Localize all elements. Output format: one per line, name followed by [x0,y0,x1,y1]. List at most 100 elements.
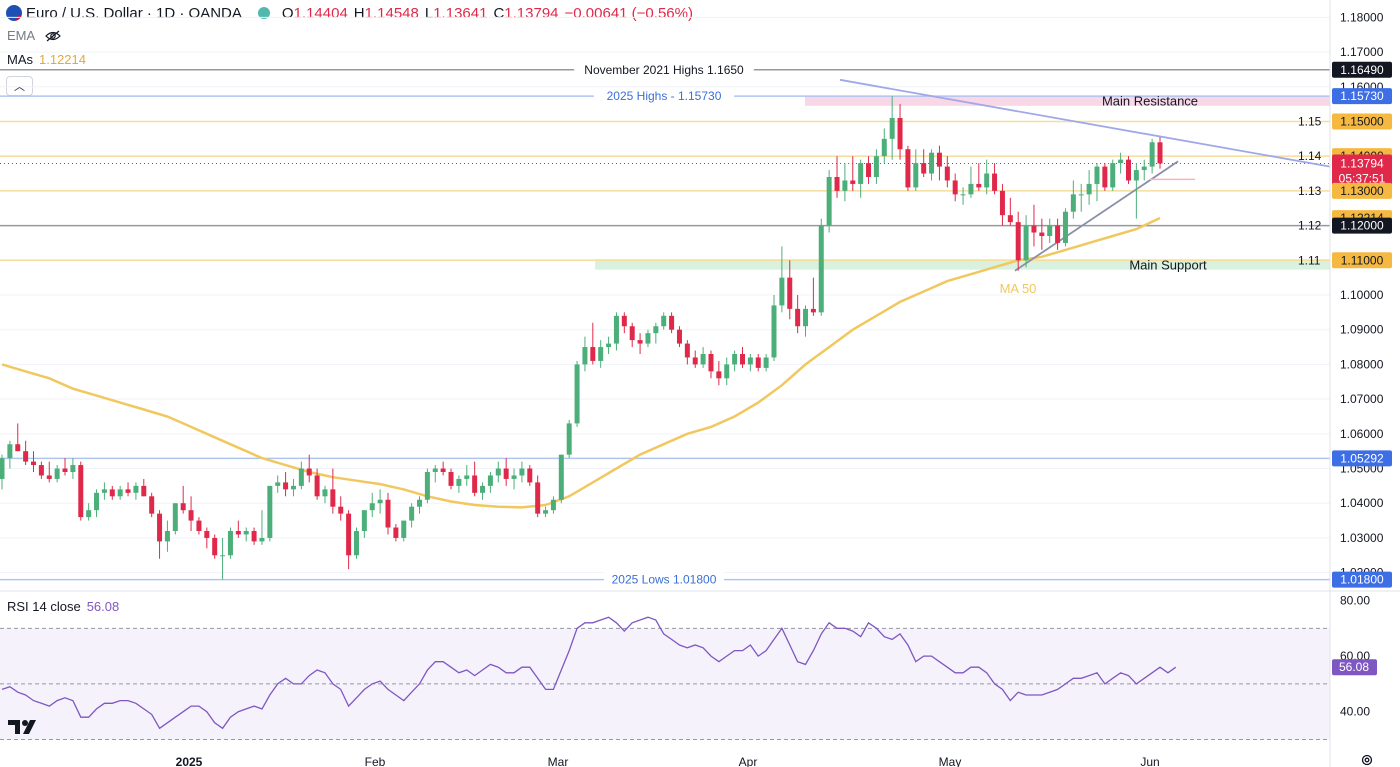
candle-body [361,510,367,531]
candle-body [101,489,107,493]
candle-body [164,531,170,542]
candle-body [220,555,226,557]
price-tick-label: 1.18000 [1340,10,1384,24]
support-zone [595,259,1330,270]
price-tick-label: 1.07000 [1340,392,1384,406]
time-tick-label: 2025 [176,755,203,767]
round-level-label: 1.14 [1298,149,1322,163]
price-tick-label: 1.06000 [1340,427,1384,441]
tag-1-15-bg[interactable] [1332,113,1392,130]
candle-body [755,357,761,368]
candle-body [1110,163,1116,188]
candle-body [38,465,44,476]
candle-body [31,461,37,466]
candle-body [54,468,60,479]
candle-body [1086,183,1092,195]
mas-indicator[interactable]: MAs 1.12214 [7,52,86,67]
candle-body [732,354,738,365]
hidden-eye-icon[interactable] [45,30,62,42]
candle-body [905,149,911,188]
tag-nov-2021-highs: 1.16490 [1340,63,1384,77]
tag-1-13-bg[interactable] [1332,182,1392,199]
candle-body [692,357,698,365]
candle-body [306,468,312,476]
candle-body [330,489,336,507]
candle-body [1118,159,1124,164]
resistance-zone [805,96,1330,106]
tag-1-05292-bg[interactable] [1332,450,1392,467]
tag-countdown: 05:37:51 [1339,171,1386,185]
candle-body [46,475,52,479]
candle-body [866,163,872,177]
rsi-tick-label: 80.00 [1340,594,1370,608]
candle-body [795,308,801,327]
time-tick-label: Apr [739,755,758,767]
candle-body [157,513,163,542]
rsi-line [1,616,1177,730]
candle-body [1062,211,1068,243]
candle-body [771,305,777,358]
tradingview-logo-icon [8,720,36,734]
candle-body [369,503,375,511]
rsi-value: 56.08 [86,599,120,614]
candle-body [259,537,265,542]
candle-body [117,489,123,497]
ema-indicator[interactable]: EMA [7,28,62,43]
tag-rsi-bg[interactable] [1332,659,1377,676]
close-label: C [493,4,505,22]
price-tick-label: 1.09000 [1340,323,1384,337]
candle-body [314,475,320,497]
candle-body [621,315,627,327]
round-level-label: 1.15 [1298,114,1322,128]
candle-body [984,173,990,188]
candle-body [0,458,5,479]
rsi-indicator[interactable]: RSI 14 close 56.08 [7,599,119,614]
candle-body [669,315,675,330]
candle-body [566,423,572,455]
candle-body [1157,142,1163,164]
candle-body [338,506,344,514]
candle-body [613,315,619,344]
candle-body [267,485,273,538]
tag-1-12: 1.12000 [1340,219,1384,233]
tag-1-11: 1.11000 [1341,253,1384,267]
tag-1-11-bg[interactable] [1332,252,1392,269]
candle-body [227,531,233,556]
2025-highs-label: 2025 Highs - 1.15730 [607,89,722,103]
tag-2025-highs-bg[interactable] [1332,88,1392,105]
settings-gear-icon[interactable] [1360,753,1374,767]
main-support-label: Main Support [1129,257,1207,272]
tag-1-13: 1.13000 [1340,184,1384,198]
resistance-trendline [839,78,1331,168]
candle-body [527,468,533,483]
candle-body [125,489,131,493]
candle-body [818,225,824,313]
candle-body [495,468,501,476]
nov-2021-highs-label-bg [574,61,754,78]
candle-body [936,152,942,167]
open-label: O [281,4,294,22]
tag-nov-2021-highs-bg[interactable] [1332,61,1392,78]
2025-highs-label-bg [594,88,734,105]
candle-body [1039,232,1045,236]
tag-current-price: 1.13794 [1340,156,1384,170]
candle-body [1047,225,1053,236]
candle-body [7,444,13,459]
candle-body [724,364,730,379]
tag-2025-lows-bg[interactable] [1332,571,1392,588]
candle-body [141,485,147,497]
candle-body [86,510,92,518]
candle-body [519,468,525,476]
candle-body [1007,215,1013,223]
candle-body [78,465,84,518]
candle-body [283,482,289,490]
tag-current-price-bg[interactable] [1332,154,1392,187]
candle-body [275,482,281,486]
tag-1-12-bg[interactable] [1332,217,1392,234]
candle-body [346,513,352,556]
candle-body [606,343,612,348]
round-level-label: 1.12 [1298,219,1322,233]
main-resistance-label: Main Resistance [1102,94,1198,109]
candle-body [929,152,935,174]
